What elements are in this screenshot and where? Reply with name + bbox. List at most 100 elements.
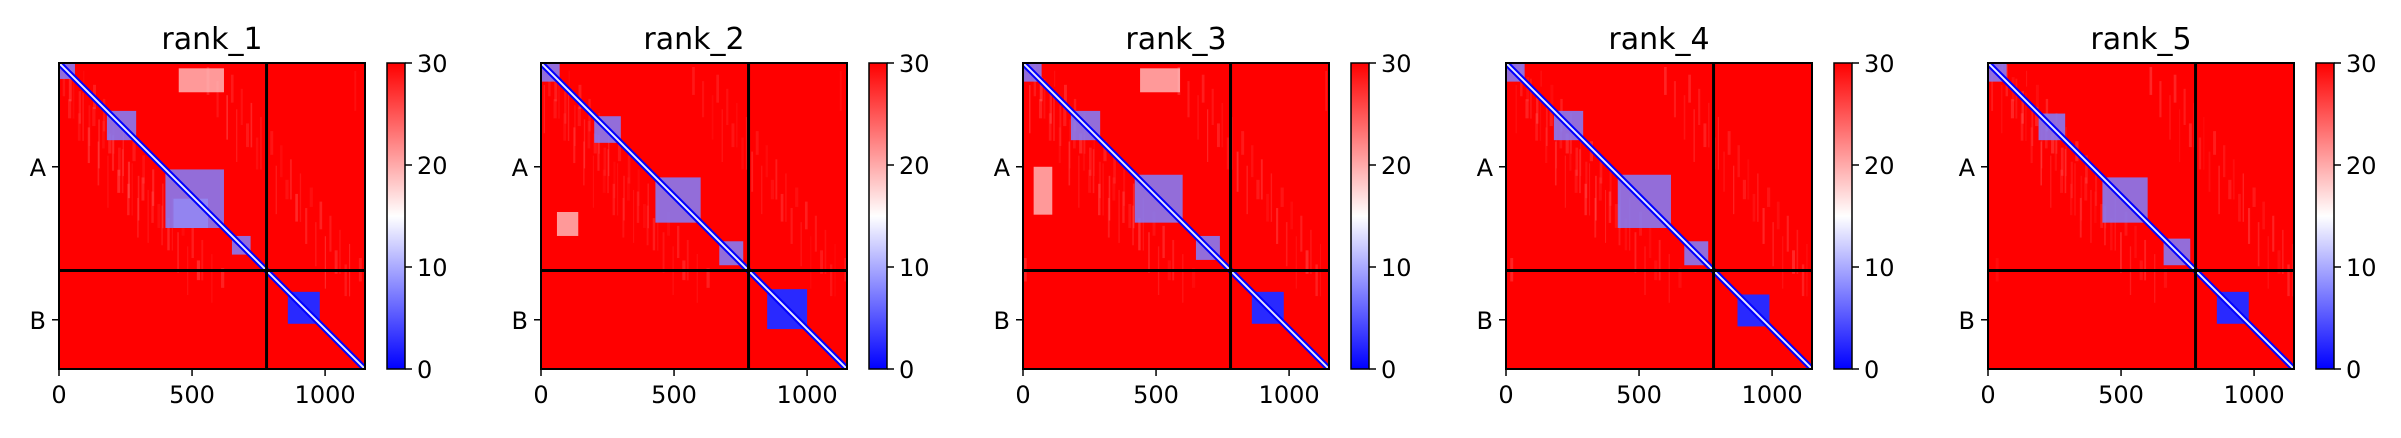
heatmap-speckle — [608, 127, 610, 177]
heatmap-speckle — [255, 137, 259, 170]
heatmap-speckle — [627, 155, 631, 184]
colorbar-tick-label: 30 — [417, 50, 448, 78]
heatmap-speckle — [329, 215, 332, 252]
heatmap-speckle — [1683, 95, 1686, 140]
heatmap-speckle — [2232, 159, 2235, 200]
heatmap-speckle — [667, 211, 671, 236]
heatmap-speckle — [829, 264, 833, 297]
heatmap-speckle — [1545, 105, 1548, 147]
heatmap-speckle — [2025, 92, 2027, 141]
heatmap-speckle — [68, 99, 72, 119]
heatmap-speckle — [637, 169, 640, 206]
heatmap-speckle — [127, 183, 130, 216]
heatmap-speckle — [2163, 268, 2168, 288]
heatmap-speckle — [1069, 119, 1071, 169]
heatmap-speckle — [1668, 254, 1670, 303]
heatmap-speckle — [136, 197, 139, 238]
heatmap-speckle — [141, 177, 145, 201]
heatmap-speckle — [1118, 189, 1120, 243]
heatmap-speckle — [563, 113, 567, 141]
colorbar-tick-label: 30 — [2346, 50, 2377, 78]
heatmap-speckle — [1737, 145, 1740, 178]
heatmap-speckle — [1555, 119, 1558, 169]
heatmap-speckle — [2084, 177, 2088, 201]
heatmap-speckle — [1142, 197, 1144, 251]
heatmap-speckle — [1113, 155, 1116, 184]
colorbar-tick-label: 0 — [899, 356, 914, 384]
heatmap-panel-5: rank_5 0 500 1000 A B 0 10 20 30 — [1959, 22, 2377, 409]
heatmap-speckle — [157, 204, 161, 228]
heatmap-plot-area — [59, 63, 365, 369]
heatmap-plot-area — [1506, 63, 1812, 369]
heatmap-speckle — [152, 169, 155, 206]
heatmap-speckle — [2277, 250, 2281, 274]
heatmap-speckle — [1525, 99, 1529, 119]
heatmap-speckle — [1599, 155, 1603, 184]
heatmap-speckle — [2173, 74, 2177, 103]
heatmap-speckle — [111, 135, 115, 171]
panel-title: rank_5 — [2090, 22, 2191, 57]
heatmap-speckle — [2114, 197, 2116, 251]
heatmap-diagonal-core — [1988, 63, 2294, 369]
heatmap-speckle — [642, 204, 646, 228]
heatmap-speckle — [2198, 137, 2202, 170]
heatmap-speckle — [1162, 225, 1165, 259]
panel-title: rank_4 — [1608, 22, 1709, 57]
heatmap-speckle — [1595, 175, 1597, 221]
heatmap-speckle — [795, 187, 799, 207]
heatmap-speckle — [1191, 268, 1196, 288]
heatmap-speckle — [1290, 201, 1294, 230]
heatmap-speckle — [2267, 236, 2269, 289]
heatmap-speckle — [1197, 95, 1199, 140]
heatmap-speckle — [755, 131, 759, 155]
heatmap-speckle — [662, 232, 665, 273]
heatmap-speckle — [1241, 131, 1245, 155]
heatmap-speckle — [1082, 135, 1085, 171]
heatmap-speckle — [250, 102, 253, 148]
heatmap-offdiag-patch — [178, 68, 224, 93]
heatmap-speckle — [1246, 165, 1248, 215]
heatmap-speckle — [211, 254, 213, 303]
heatmap-speckle — [83, 70, 85, 87]
heatmap-speckle — [1251, 145, 1254, 178]
heatmap-speckle — [564, 91, 567, 124]
heatmap-speckle — [1747, 159, 1750, 200]
heatmap-speckle — [1098, 183, 1101, 216]
heatmap-speckle — [558, 78, 560, 119]
heatmap-panel-1: rank_1 0 500 1000 A B 0 10 20 30 — [30, 22, 448, 409]
heatmap-speckle — [299, 173, 302, 222]
heatmap-offdiag-patch — [1033, 166, 1053, 215]
heatmap-speckle — [2065, 127, 2067, 177]
heatmap-speckle — [2069, 183, 2073, 216]
heatmap-speckle — [314, 222, 317, 267]
heatmap-speckle — [88, 105, 91, 147]
heatmap-speckle — [592, 155, 594, 208]
heatmap-diagonal-core — [59, 63, 365, 369]
heatmap-speckle — [1029, 85, 1031, 134]
heatmap-speckle — [2242, 173, 2244, 222]
heatmap-speckle — [1535, 113, 1538, 141]
heatmap-speckle — [800, 222, 803, 267]
heatmap-speckle — [1574, 169, 1578, 193]
heatmap-speckle — [2110, 218, 2113, 251]
heatmap-speckle — [567, 92, 570, 141]
heatmap-speckle — [607, 149, 609, 194]
y-chain-label: B — [1959, 307, 1975, 335]
heatmap-speckle — [2035, 106, 2039, 127]
heatmap-speckle — [554, 77, 558, 102]
colorbar — [2315, 62, 2335, 370]
heatmap-speckle — [2159, 81, 2162, 118]
heatmap-speckle — [716, 74, 720, 103]
heatmap-speckle — [108, 133, 112, 154]
heatmap-speckle — [810, 236, 812, 289]
colorbar-tick-label: 20 — [1381, 152, 1412, 180]
heatmap-speckle — [191, 225, 194, 259]
heatmap-speckle — [167, 218, 170, 251]
heatmap-speckle — [1236, 151, 1239, 192]
colorbar-tick-label: 10 — [899, 254, 930, 282]
heatmap-speckle — [2054, 135, 2057, 171]
heatmap-speckle — [839, 70, 842, 111]
heatmap-speckle — [1526, 77, 1530, 102]
heatmap-speckle — [1132, 205, 1134, 246]
